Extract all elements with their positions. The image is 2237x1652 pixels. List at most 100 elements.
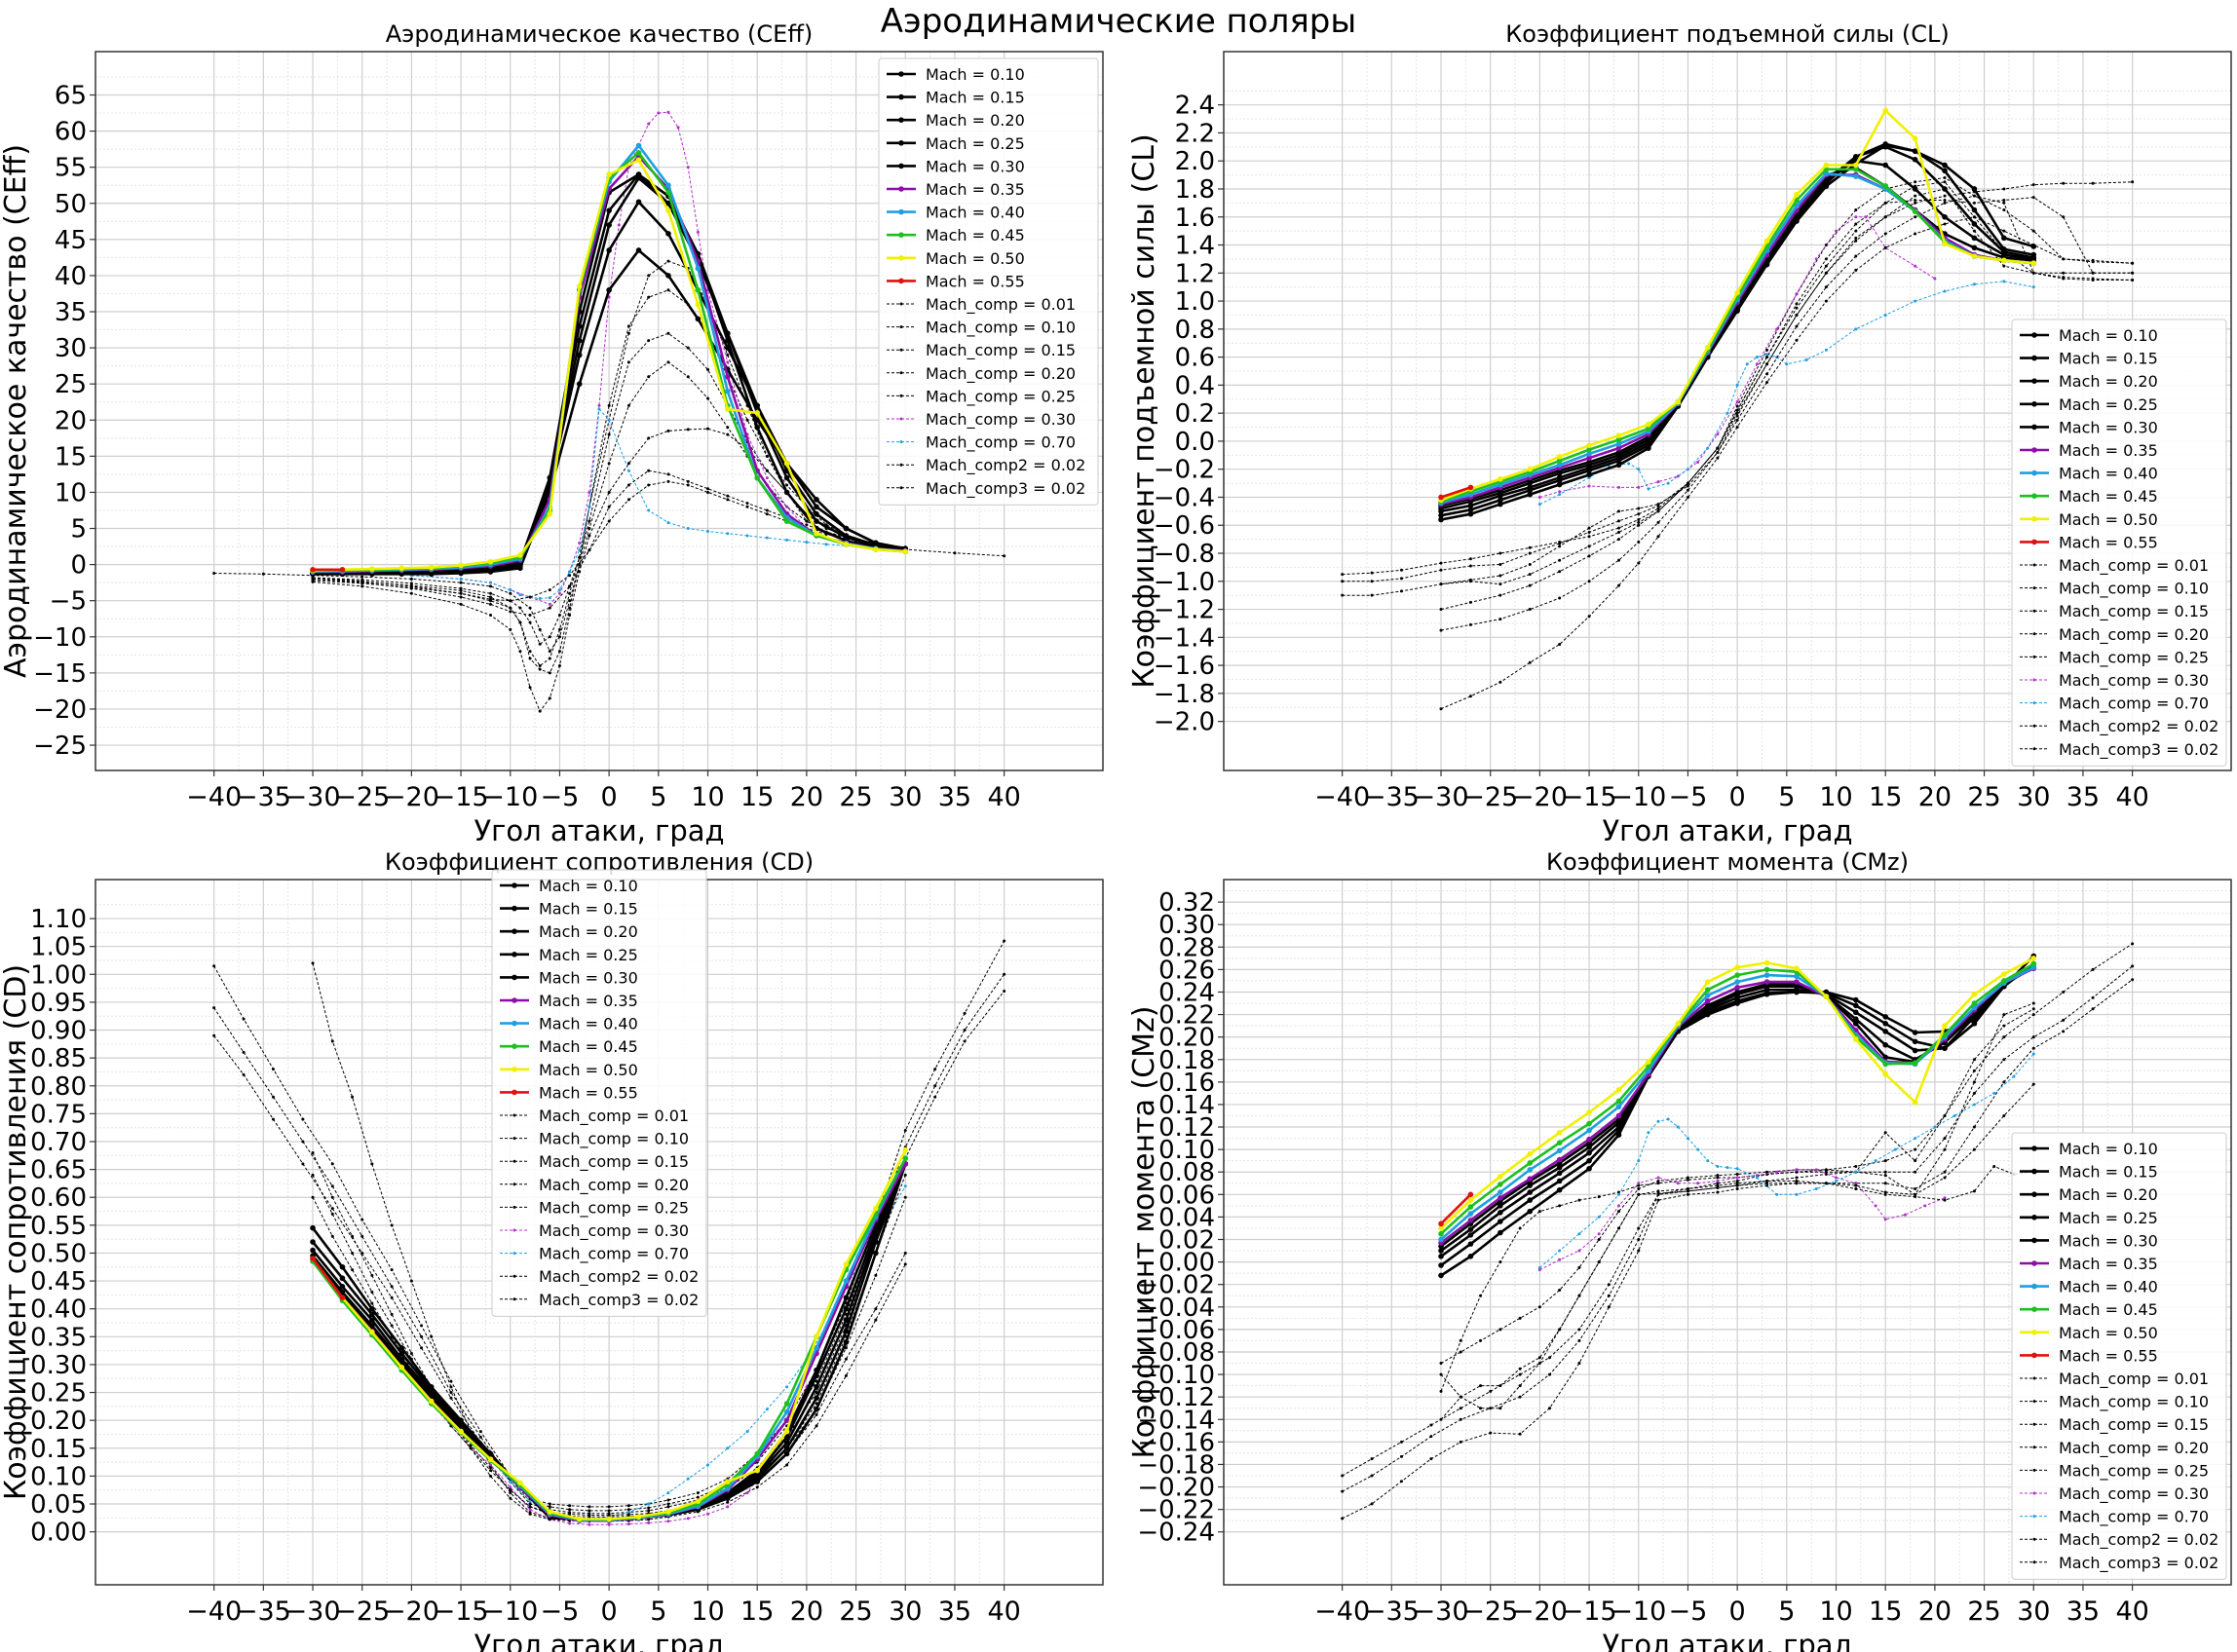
- data-point: [478, 1430, 482, 1434]
- data-point: [1883, 313, 1887, 317]
- x-tick-label: 30: [889, 782, 922, 812]
- data-point: [339, 1275, 346, 1282]
- data-point: [1795, 292, 1799, 296]
- y-tick-label: 1.2: [1175, 259, 1215, 288]
- x-tick-label: 15: [740, 782, 774, 812]
- data-point: [666, 288, 670, 292]
- data-point: [647, 508, 651, 512]
- y-tick-label: 0.90: [30, 1017, 87, 1046]
- data-point: [606, 222, 612, 228]
- legend-label: Mach_comp = 0.20: [2059, 1439, 2209, 1458]
- data-point: [1785, 362, 1789, 366]
- data-point: [1914, 1170, 1917, 1174]
- data-point: [1775, 1170, 1779, 1174]
- data-point: [1577, 1338, 1581, 1342]
- data-point: [814, 518, 819, 524]
- legend-item: Mach = 0.20: [500, 922, 638, 941]
- chart-panel-2: −40−35−30−25−20−15−10 −5 0 5 10 15 20 25 30 35 40−…: [1127, 20, 2232, 847]
- data-point: [1615, 1098, 1622, 1105]
- data-point: [310, 1239, 316, 1245]
- legend-item: Mach_comp = 0.01: [500, 1107, 689, 1126]
- legend-item: Mach = 0.55: [500, 1083, 638, 1102]
- legend-marker: [2031, 1260, 2037, 1266]
- data-point: [1537, 1210, 1541, 1214]
- data-point: [1824, 1182, 1828, 1185]
- data-point: [783, 1450, 790, 1457]
- legend-label: Mach_comp = 0.25: [539, 1198, 689, 1218]
- legend-item: Mach = 0.50: [2020, 1324, 2158, 1342]
- y-tick-label: 0.22: [1158, 1001, 1215, 1031]
- legend-marker: [512, 1159, 516, 1163]
- data-point: [1003, 939, 1006, 943]
- data-point: [1854, 1170, 1858, 1174]
- data-point: [518, 650, 522, 654]
- data-point: [528, 686, 532, 690]
- data-point: [726, 426, 730, 430]
- data-point: [1459, 1417, 1462, 1421]
- data-point: [1548, 1356, 1552, 1360]
- data-point: [1794, 965, 1800, 972]
- data-point: [459, 581, 463, 584]
- legend-item: Mach = 0.15: [887, 89, 1025, 107]
- data-point: [1763, 966, 1770, 973]
- data-point: [903, 1262, 907, 1266]
- data-point: [783, 518, 790, 524]
- data-point: [1637, 507, 1641, 510]
- data-point: [724, 388, 731, 394]
- data-point: [686, 375, 690, 379]
- data-point: [686, 527, 690, 531]
- y-tick-label: 1.00: [30, 960, 87, 990]
- legend-label: Mach = 0.55: [926, 272, 1025, 290]
- data-point: [814, 504, 819, 510]
- data-point: [1468, 578, 1472, 582]
- legend-item: Mach_comp = 0.25: [500, 1198, 689, 1218]
- x-tick-label: −30: [285, 1596, 341, 1627]
- data-point: [449, 1396, 453, 1400]
- data-point: [626, 1504, 630, 1508]
- data-point: [351, 1095, 355, 1099]
- data-point: [1686, 1178, 1689, 1182]
- data-point: [576, 283, 583, 289]
- legend-label: Mach = 0.30: [2059, 418, 2158, 436]
- data-point: [1586, 1165, 1592, 1172]
- data-point: [1854, 222, 1858, 226]
- data-point: [695, 301, 701, 308]
- data-point: [360, 575, 364, 579]
- data-point: [339, 567, 346, 573]
- legend-label: Mach = 0.55: [2059, 1346, 2158, 1365]
- data-point: [686, 428, 690, 432]
- data-point: [626, 1522, 630, 1526]
- legend-label: Mach = 0.40: [926, 204, 1025, 222]
- data-point: [2091, 258, 2095, 262]
- data-point: [1882, 1070, 1888, 1077]
- data-point: [1537, 503, 1541, 507]
- legend-item: Mach = 0.35: [500, 992, 638, 1010]
- data-point: [1686, 484, 1689, 488]
- data-point: [1735, 408, 1739, 412]
- data-point: [1854, 1183, 1858, 1187]
- data-point: [2031, 1013, 2035, 1017]
- data-point: [449, 1385, 453, 1389]
- data-point: [1518, 1395, 1522, 1399]
- data-point: [2091, 271, 2095, 275]
- data-point: [330, 1234, 334, 1238]
- data-point: [311, 961, 315, 965]
- data-point: [726, 360, 730, 364]
- x-axis-label: Угол атаки, град: [1602, 814, 1852, 847]
- legend-item: Mach = 0.20: [2020, 1185, 2158, 1204]
- data-point: [459, 595, 463, 599]
- legend-label: Mach_comp = 0.01: [2059, 1370, 2209, 1389]
- data-point: [1914, 1195, 1917, 1199]
- data-point: [428, 564, 435, 571]
- legend-marker: [2031, 1306, 2037, 1312]
- data-point: [1438, 1272, 1444, 1279]
- legend-label: Mach_comp = 0.10: [2059, 1393, 2209, 1412]
- data-point: [509, 1480, 512, 1483]
- data-point: [2031, 1007, 2035, 1011]
- data-point: [706, 1463, 710, 1467]
- data-point: [310, 1224, 316, 1231]
- y-tick-label: 0.20: [30, 1407, 87, 1436]
- legend-label: Mach = 0.50: [2059, 1324, 2158, 1342]
- y-axis-label: Аэродинамическое качество (CEff): [0, 144, 33, 678]
- data-point: [1854, 215, 1858, 219]
